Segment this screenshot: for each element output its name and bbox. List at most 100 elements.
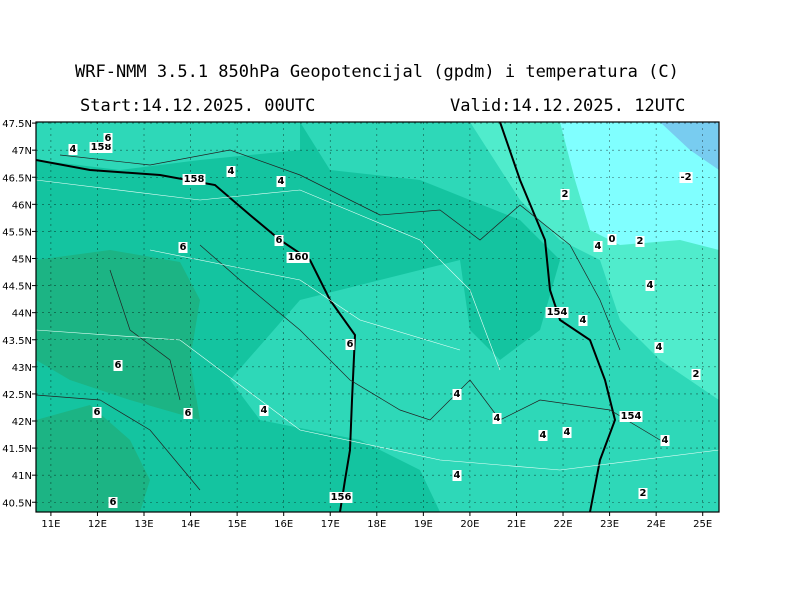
- field-warm: [36, 405, 150, 512]
- border-line: [36, 149, 661, 491]
- x-tick-label: 23E: [600, 519, 619, 530]
- contour-label-bg: [638, 488, 648, 499]
- x-tick-label: 20E: [460, 519, 479, 530]
- y-tick-label: 43.5N: [2, 336, 32, 347]
- contour-label-bg: [645, 280, 655, 291]
- y-tick-label: 41.5N: [2, 444, 32, 455]
- contour-label-bg: [182, 174, 206, 185]
- contour-label-bg: [492, 413, 502, 424]
- contour-label: 154: [547, 307, 568, 318]
- y-tick-label: 45N: [12, 255, 32, 266]
- title: WRF-NMM 3.5.1 850hPa Geopotencijal (gpdm…: [75, 62, 679, 82]
- y-tick-label: 40.5N: [2, 498, 32, 509]
- contour-label-bg: [345, 339, 355, 350]
- y-tick-label: 47N: [12, 146, 32, 157]
- y-tick-label: 46.5N: [2, 173, 32, 184]
- contour-label: 4: [70, 144, 77, 155]
- contour-label: 4: [662, 435, 669, 446]
- x-tick-label: 17E: [321, 519, 340, 530]
- x-tick-label: 12E: [88, 519, 107, 530]
- x-tick-label: 14E: [181, 519, 200, 530]
- contour-label: 6: [115, 360, 122, 371]
- contour-label: 4: [278, 176, 285, 187]
- contour-label-bg: [259, 405, 269, 416]
- y-tick-label: 45.5N: [2, 227, 32, 238]
- y-tick-label: 42.5N: [2, 390, 32, 401]
- x-tick-label: 19E: [414, 519, 433, 530]
- contour-label-bg: [286, 252, 310, 263]
- contour-label: 4: [580, 315, 587, 326]
- contour-label: 154: [621, 411, 642, 422]
- field-0: [560, 122, 719, 250]
- geopotential-contour: [36, 159, 357, 512]
- contour-label: 6: [347, 339, 354, 350]
- x-tick-label: 25E: [693, 519, 712, 530]
- contour-label: 158: [91, 142, 112, 153]
- start-time: Start:14.12.2025. 00UTC: [80, 96, 315, 116]
- contour-label-bg: [538, 430, 548, 441]
- x-tick-label: 21E: [507, 519, 526, 530]
- contour-label-bg: [660, 435, 670, 446]
- contour-label-bg: [593, 241, 603, 252]
- contour-label: 6: [185, 408, 192, 419]
- map-fields: [36, 122, 719, 512]
- contour-label: 6: [180, 242, 187, 253]
- temperature-contour: [36, 179, 719, 471]
- contour-label: 160: [288, 252, 309, 263]
- contour-label-bg: [68, 144, 78, 155]
- geopotential-contour: [499, 122, 617, 512]
- y-tick-label: 42N: [12, 417, 32, 428]
- contour-label: 4: [454, 389, 461, 400]
- contour-label: 6: [276, 235, 283, 246]
- contour-label-bg: [274, 235, 284, 246]
- contour-label: 4: [595, 241, 602, 252]
- contour-label: 4: [261, 405, 268, 416]
- contour-label-bg: [89, 142, 113, 153]
- contour-label: -2: [680, 172, 691, 183]
- y-tick-label: 41N: [12, 471, 32, 482]
- x-tick-label: 16E: [274, 519, 293, 530]
- contour-label: 2: [693, 369, 700, 380]
- contour-label: 156: [331, 492, 352, 503]
- contour-label: 4: [494, 413, 501, 424]
- contour-label: 4: [564, 427, 571, 438]
- contour-label-bg: [607, 234, 617, 245]
- contour-label-bg: [183, 408, 193, 419]
- contour-label-bg: [654, 342, 664, 353]
- contour-label: 4: [228, 166, 235, 177]
- contour-label-bg: [619, 411, 643, 422]
- x-tick-label: 15E: [228, 519, 247, 530]
- field-4: [36, 122, 300, 170]
- contour-label-bg: [635, 236, 645, 247]
- x-tick-label: 13E: [134, 519, 153, 530]
- contour-label-bg: [545, 307, 569, 318]
- x-tick-label: 18E: [367, 519, 386, 530]
- y-tick-label: 46N: [12, 200, 32, 211]
- contour-label: 4: [454, 470, 461, 481]
- x-tick-label: 24E: [647, 519, 666, 530]
- map-frame: [35, 121, 720, 513]
- contour-label: 2: [640, 488, 647, 499]
- contour-label: 6: [94, 407, 101, 418]
- contour-label-bg: [108, 497, 118, 508]
- contour-label-bg: [562, 427, 572, 438]
- contour-label-bg: [679, 172, 693, 183]
- contour-label: 6: [105, 133, 112, 144]
- contour-label: 4: [656, 342, 663, 353]
- contour-label-bg: [560, 189, 570, 200]
- field-warm: [36, 250, 200, 420]
- contour-label-bg: [178, 242, 188, 253]
- contour-label-bg: [226, 166, 236, 177]
- x-tick-label: 11E: [41, 519, 60, 530]
- contour-label-bg: [452, 389, 462, 400]
- y-tick-label: 43N: [12, 363, 32, 374]
- contour-label-bg: [578, 315, 588, 326]
- contour-label: 158: [184, 174, 205, 185]
- contour-label-bg: [452, 470, 462, 481]
- contour-label-bg: [691, 369, 701, 380]
- field-cold: [660, 122, 719, 170]
- contour-label-bg: [92, 407, 102, 418]
- contour-label: 6: [110, 497, 117, 508]
- contour-label: 0: [609, 234, 616, 245]
